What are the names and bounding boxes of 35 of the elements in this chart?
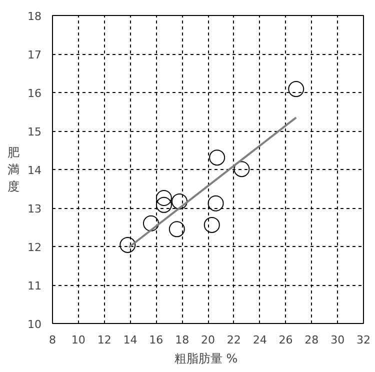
point <box>204 216 220 233</box>
y-tick-label: 10 <box>28 318 42 331</box>
y-tick-label: 14 <box>28 164 42 177</box>
point <box>156 190 172 206</box>
x-tick-label: 18 <box>175 334 190 346</box>
x-tick-label: 12 <box>97 334 112 346</box>
y-tick-label: 15 <box>28 126 42 138</box>
x-tick-label: 14 <box>123 334 138 346</box>
y-tick-label: 12 <box>28 241 42 254</box>
x-tick-label: 16 <box>149 334 164 346</box>
point <box>142 215 159 232</box>
point <box>120 236 136 253</box>
x-tick-label: 30 <box>330 334 345 346</box>
x-tick-label: 28 <box>304 334 319 346</box>
y-tick-label: 11 <box>28 280 42 292</box>
x-tick-label: 10 <box>71 334 86 346</box>
x-tick-label: 8 <box>49 334 56 346</box>
x-tick-label: 24 <box>252 334 267 346</box>
x-tick-label: 32 <box>356 334 370 346</box>
point <box>168 221 185 238</box>
point <box>288 81 304 98</box>
y-axis-title: 肥満度 <box>8 146 20 194</box>
point <box>208 195 224 212</box>
point <box>234 161 250 178</box>
y-tick-label: 17 <box>28 48 42 62</box>
y-tick-label: 16 <box>28 87 42 100</box>
y-tick-label: 13 <box>28 202 42 216</box>
x-tick-label: 22 <box>226 334 241 346</box>
x-tick-label: 26 <box>278 334 293 346</box>
x-tick-label: 20 <box>201 334 215 346</box>
x-axis-title: 粗脂肪量 % <box>174 352 238 366</box>
point <box>171 193 188 210</box>
point <box>209 150 226 166</box>
point <box>156 196 172 213</box>
y-tick-label: 18 <box>28 10 42 23</box>
